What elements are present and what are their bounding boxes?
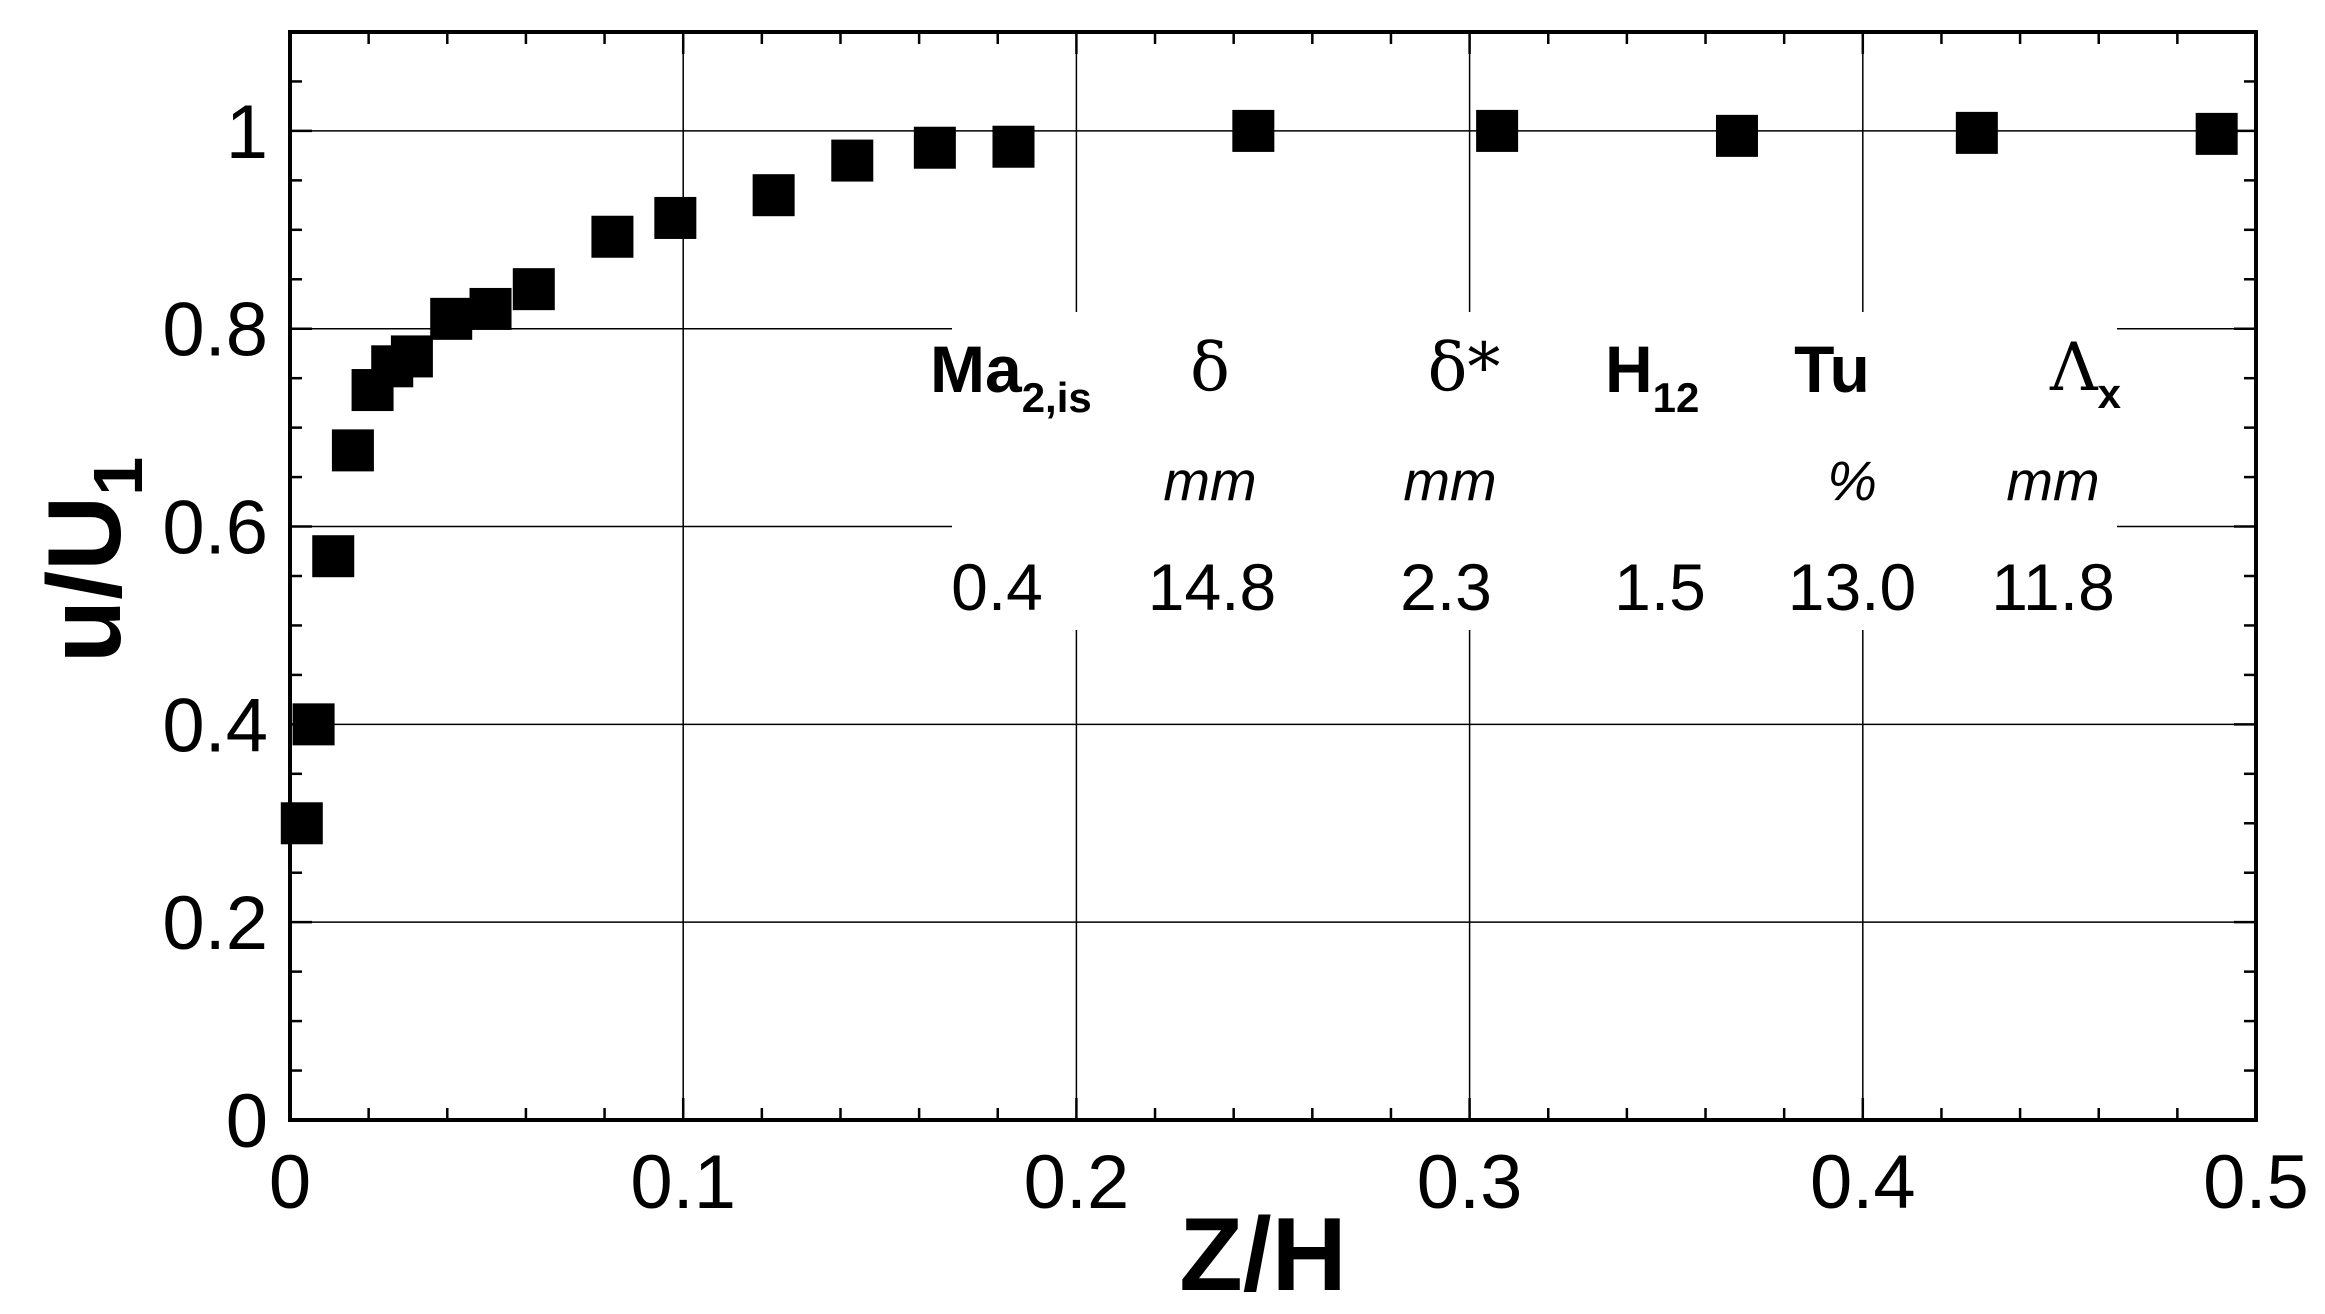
parameter-table-background <box>952 312 2117 630</box>
table-header-tu: Tu <box>1794 332 1870 406</box>
table-header-delta: δ <box>1190 329 1230 406</box>
table-column-delta: δ mm 14.8 <box>1148 329 1276 624</box>
data-point <box>1476 109 1519 152</box>
parameter-table: Ma2,is 0.4 δ mm 14.8 δ* mm 2.3 H12 1.5 T… <box>930 312 2122 630</box>
data-point <box>292 703 335 746</box>
data-points <box>280 109 2238 845</box>
table-unit-delta: mm <box>1163 449 1256 512</box>
data-point <box>512 268 555 311</box>
y-axis-title-main: u/U <box>27 496 143 664</box>
y-tick-labels: 0 0.2 0.4 0.6 0.8 1 <box>162 90 268 1164</box>
data-point <box>280 802 323 845</box>
data-point <box>390 335 433 378</box>
table-value-delta-star: 2.3 <box>1400 550 1492 624</box>
data-point <box>331 429 374 472</box>
x-tick-label: 0.5 <box>2203 1140 2309 1225</box>
x-tick-label: 0.1 <box>630 1140 736 1225</box>
table-header-h-sub: 12 <box>1653 374 1700 421</box>
y-tick-label: 0 <box>226 1079 268 1164</box>
data-point <box>1955 111 1998 154</box>
data-point <box>430 297 473 340</box>
y-tick-label: 0.8 <box>162 288 268 373</box>
table-header-h: H <box>1605 332 1653 406</box>
y-tick-label: 0.6 <box>162 486 268 571</box>
table-value-delta: 14.8 <box>1148 550 1276 624</box>
data-point <box>591 215 634 258</box>
table-column-ma: Ma2,is 0.4 <box>930 332 1092 624</box>
table-value-ma: 0.4 <box>951 550 1043 624</box>
table-header-lambda-sub: x <box>2098 370 2122 417</box>
table-unit-delta-star: mm <box>1403 449 1496 512</box>
svg-text:Ma2,is: Ma2,is <box>930 332 1092 421</box>
y-axis-title: u/U1 <box>27 457 157 663</box>
table-header-lambda: Λ <box>2049 329 2099 406</box>
table-unit-tu: % <box>1827 449 1877 512</box>
x-tick-labels: 0 0.1 0.2 0.3 0.4 0.5 <box>269 1140 2309 1225</box>
y-axis-title-sub: 1 <box>79 457 157 496</box>
data-point <box>469 287 512 330</box>
table-value-h12: 1.5 <box>1614 550 1706 624</box>
x-tick-label: 0.3 <box>1417 1140 1523 1225</box>
table-value-tu: 13.0 <box>1788 550 1916 624</box>
table-header-ma: Ma <box>930 332 1023 406</box>
data-point <box>992 125 1035 168</box>
x-axis-title: Z/H <box>1179 1197 1347 1313</box>
data-point <box>312 535 355 578</box>
table-column-tu: Tu % 13.0 <box>1788 332 1916 624</box>
table-unit-lambda: mm <box>2006 449 2099 512</box>
data-point <box>913 126 956 169</box>
x-tick-label: 0 <box>269 1140 311 1225</box>
svg-text:H12: H12 <box>1605 332 1699 421</box>
table-header-delta-star: δ* <box>1428 329 1501 406</box>
table-column-h12: H12 1.5 <box>1605 332 1706 624</box>
y-tick-label: 1 <box>226 90 268 175</box>
data-point <box>1715 114 1758 157</box>
data-point <box>831 139 874 182</box>
svg-text:Λx: Λx <box>2049 329 2122 417</box>
table-column-lambda: Λx mm 11.8 <box>1991 329 2121 624</box>
x-tick-label: 0.4 <box>1810 1140 1916 1225</box>
data-point <box>752 174 795 217</box>
data-point <box>654 196 697 239</box>
table-value-lambda: 11.8 <box>1991 550 2115 624</box>
table-column-delta-star: δ* mm 2.3 <box>1400 329 1500 624</box>
data-point <box>2195 112 2238 155</box>
y-tick-label: 0.4 <box>162 683 268 768</box>
plot-frame <box>288 30 2258 1122</box>
table-header-ma-sub: 2,is <box>1022 374 1092 421</box>
x-tick-label: 0.2 <box>1024 1140 1130 1225</box>
data-point <box>1232 109 1275 152</box>
y-tick-label: 0.2 <box>162 881 268 966</box>
